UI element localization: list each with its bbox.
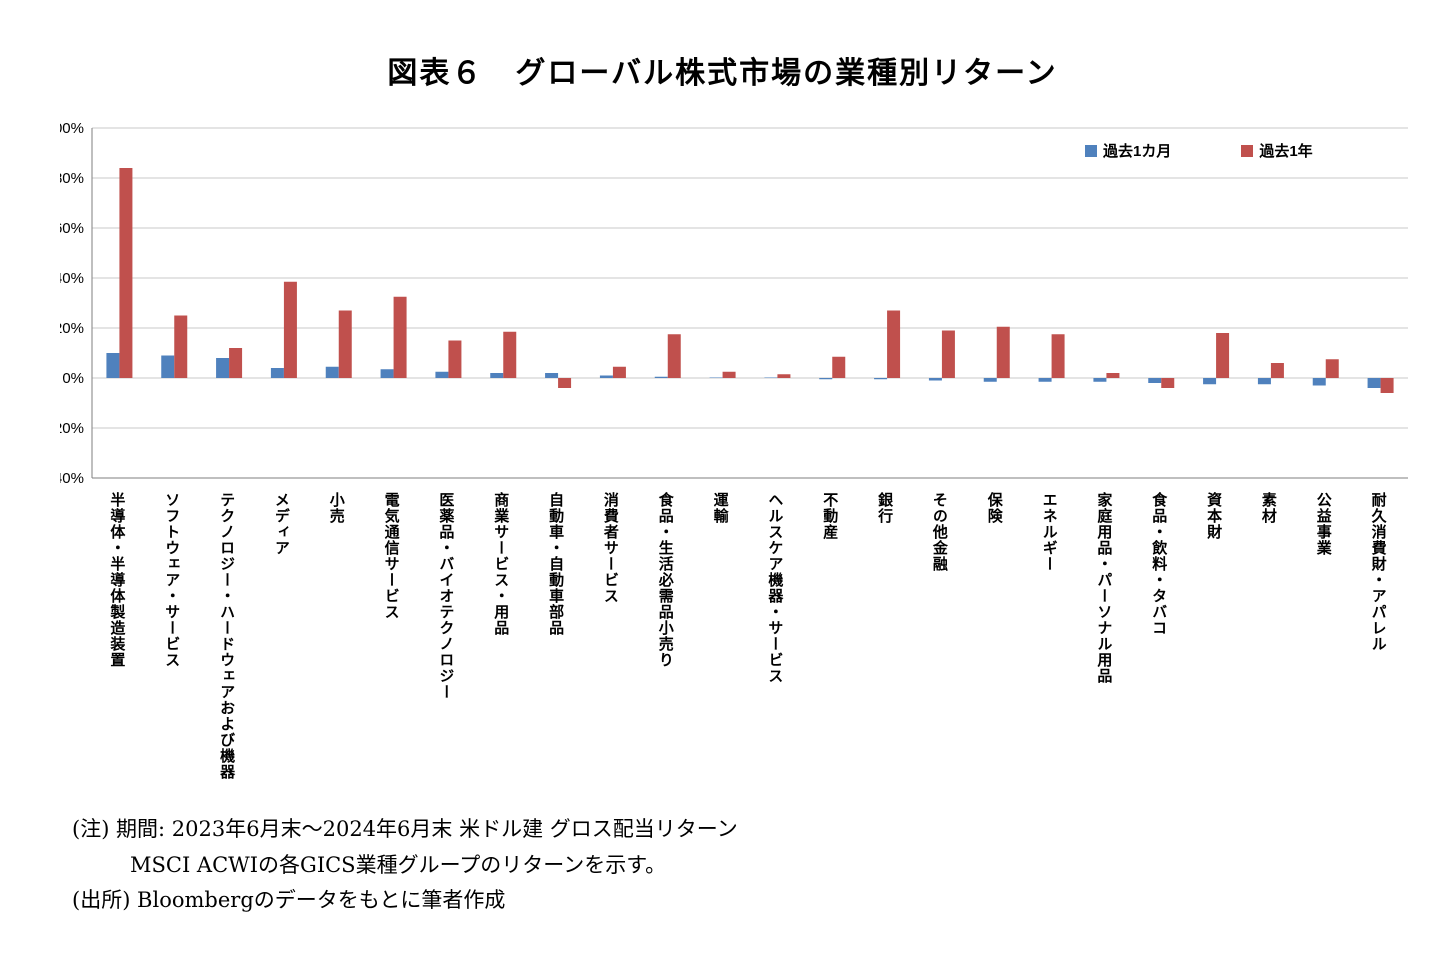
bar-past-1-month (1367, 378, 1381, 388)
x-axis-label: メディア (272, 492, 290, 556)
x-axis-label: 電気通信サービス (382, 492, 400, 620)
legend-swatch-past-1-month (1085, 144, 1097, 157)
x-axis-label: 自動車・自動車部品 (547, 492, 565, 636)
bar-past-1-month (764, 377, 778, 378)
x-axis-label: 医薬品・バイオテクノロジー (437, 492, 455, 700)
x-axis-label: 不動産 (821, 492, 839, 540)
bar-past-1-month (1038, 378, 1052, 382)
bar-past-1-month (599, 375, 613, 378)
y-axis-tick-label: 0% (62, 370, 84, 387)
bar-past-1-year (119, 168, 133, 378)
x-axis-label: 銀行 (876, 492, 894, 524)
y-axis-tick-label: -40% (60, 470, 84, 487)
bar-past-1-year (777, 374, 791, 378)
bar-chart-svg: 100% 80% 60% 40% 20% 0% -20% -40% (46, 120, 1408, 487)
x-axis-label: 資本財 (1205, 492, 1223, 540)
bar-past-1-month (928, 378, 942, 381)
legend-label-past-1-year: 過去1年 (1259, 143, 1313, 160)
bar-past-1-year (1380, 378, 1394, 393)
bar-past-1-year (832, 356, 846, 378)
chart-title: 図表６ グローバル株式市場の業種別リターン (387, 56, 1058, 91)
x-axis-label: 保険 (985, 492, 1003, 524)
bar-past-1-year (1161, 378, 1175, 388)
x-axis-label: ソフトウェア・サービス (163, 492, 181, 668)
bar-past-1-year (393, 296, 407, 378)
legend-label-past-1-month: 過去1カ月 (1103, 143, 1172, 160)
bar-past-1-month (380, 369, 394, 378)
x-axis-label: 耐久消費財・アパレル (1369, 492, 1387, 652)
footnote-source: (出所) Bloombergのデータをもとに筆者作成 (72, 888, 506, 913)
bar-past-1-year (448, 340, 462, 378)
bar-past-1-year (722, 371, 736, 378)
bar-past-1-month (106, 353, 120, 378)
bar-past-1-year (996, 326, 1010, 378)
y-axis-tick-label: 40% (60, 270, 84, 287)
bar-past-1-month (709, 377, 723, 378)
legend-item-past-1-year: 過去1年 (1241, 140, 1313, 161)
x-axis-label: 家庭用品・パーソナル用品 (1095, 492, 1113, 684)
y-axis-tick-label: -20% (60, 420, 84, 437)
footnote-period: (注) 期間: 2023年6月末～2024年6月末 米ドル建 グロス配当リターン (72, 817, 738, 841)
bar-past-1-year (1325, 359, 1339, 378)
bar-past-1-month (1312, 378, 1326, 386)
bar-past-1-month (270, 368, 284, 378)
bar-past-1-month (819, 378, 833, 380)
bar-past-1-year (338, 310, 352, 378)
x-axis-label: 運輸 (711, 492, 729, 524)
y-axis-tick-label: 20% (60, 320, 84, 337)
bar-past-1-year (1216, 333, 1230, 378)
x-axis-label: 商業サービス・用品 (492, 492, 510, 636)
bar-past-1-month (161, 355, 175, 378)
bar-past-1-month (490, 373, 504, 378)
x-axis-label: 消費者サービス (601, 492, 619, 604)
bar-past-1-year (1270, 363, 1284, 378)
bar-past-1-month (1203, 378, 1217, 385)
bar-past-1-year (1051, 334, 1065, 378)
bar-past-1-month (1257, 378, 1271, 385)
x-axis-label: エネルギー (1040, 492, 1058, 572)
bar-past-1-month (435, 371, 449, 378)
legend-swatch-past-1-year (1241, 144, 1254, 157)
bar-past-1-year (612, 366, 626, 378)
bar-past-1-month (874, 378, 888, 380)
y-axis-tick-label: 80% (60, 170, 84, 187)
plot-area: 100% 80% 60% 40% 20% 0% -20% -40% (46, 118, 1420, 488)
x-axis-label: 半導体・半導体製造装置 (108, 492, 126, 668)
x-axis-label: 公益事業 (1314, 492, 1332, 556)
x-axis-label: 素材 (1259, 492, 1277, 524)
bar-past-1-month (983, 378, 997, 382)
footnote-msci: MSCI ACWIの各GICS業種グループのリターンを示す。 (130, 852, 667, 877)
bar-past-1-year (558, 378, 572, 388)
x-axis-label: テクノロジー・ハードウェアおよび機器 (218, 492, 236, 780)
bar-past-1-month (545, 373, 559, 378)
bar-past-1-year (1106, 373, 1120, 378)
bar-past-1-month (654, 376, 668, 378)
bar-past-1-year (283, 281, 297, 378)
bar-past-1-year (667, 334, 681, 378)
x-axis-label: 食品・飲料・タバコ (1150, 492, 1168, 636)
x-axis-label: その他金融 (930, 492, 948, 572)
bar-past-1-year (887, 310, 901, 378)
bar-past-1-month (325, 366, 339, 378)
y-axis-tick-label: 100% (60, 120, 84, 137)
bar-past-1-year (174, 315, 188, 378)
bar-past-1-month (1148, 378, 1162, 383)
x-axis-label: 食品・生活必需品小売り (656, 492, 674, 668)
bar-past-1-month (216, 358, 230, 378)
footnotes: (注) 期間: 2023年6月末～2024年6月末 米ドル建 グロス配当リターン… (72, 812, 738, 919)
bar-past-1-year (941, 330, 955, 378)
bar-past-1-year (503, 331, 517, 378)
y-axis-tick-label: 60% (60, 220, 84, 237)
x-axis-label: 小売 (327, 492, 345, 524)
bar-past-1-year (229, 348, 243, 378)
legend: 過去1カ月 過去1年 (1085, 140, 1313, 161)
legend-item-past-1-month: 過去1カ月 (1085, 140, 1171, 161)
x-axis-label: ヘルスケア機器・サービス (766, 492, 784, 684)
bar-past-1-month (1093, 378, 1107, 382)
